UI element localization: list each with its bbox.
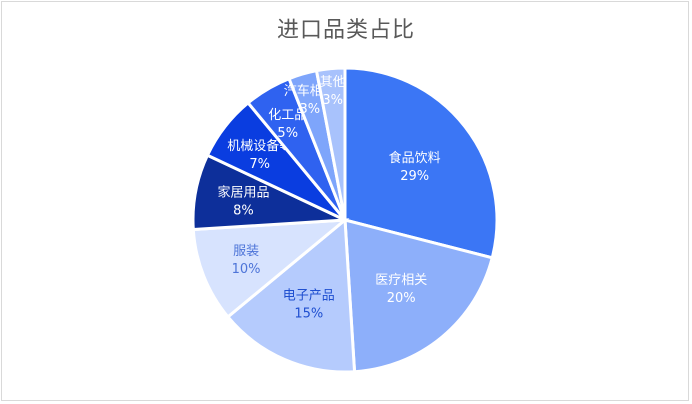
pie-slice-1 — [343, 66, 499, 260]
pie-slice-4 — [191, 218, 350, 320]
slice-label-5: 家居用品 — [217, 185, 269, 201]
pie-slice-9 — [314, 66, 347, 221]
slice-value-4: 10% — [232, 262, 261, 277]
slice-value-5: 8% — [233, 204, 254, 219]
slice-label-3: 电子产品 — [283, 289, 335, 304]
slice-value-8: 3% — [299, 102, 320, 117]
slice-label-2: 医疗相关 — [375, 273, 427, 288]
slice-label-1: 食品饮料 — [389, 150, 441, 166]
slice-label-6: 机械设备等 — [227, 138, 292, 154]
slice-label-9: 其他 — [320, 75, 346, 90]
slice-value-9: 3% — [322, 93, 343, 108]
slice-label-7: 化工品 — [268, 108, 307, 123]
slice-value-2: 20% — [387, 291, 416, 306]
slice-value-6: 7% — [249, 157, 270, 172]
slice-label-4: 服装 — [233, 244, 259, 259]
slice-value-1: 29% — [400, 169, 429, 184]
pie-slice-3 — [225, 216, 357, 374]
slice-value-3: 15% — [294, 307, 323, 322]
chart-title: 进口品类占比 — [276, 18, 415, 43]
pie-slice-2 — [343, 218, 495, 374]
slice-value-7: 5% — [277, 126, 298, 141]
